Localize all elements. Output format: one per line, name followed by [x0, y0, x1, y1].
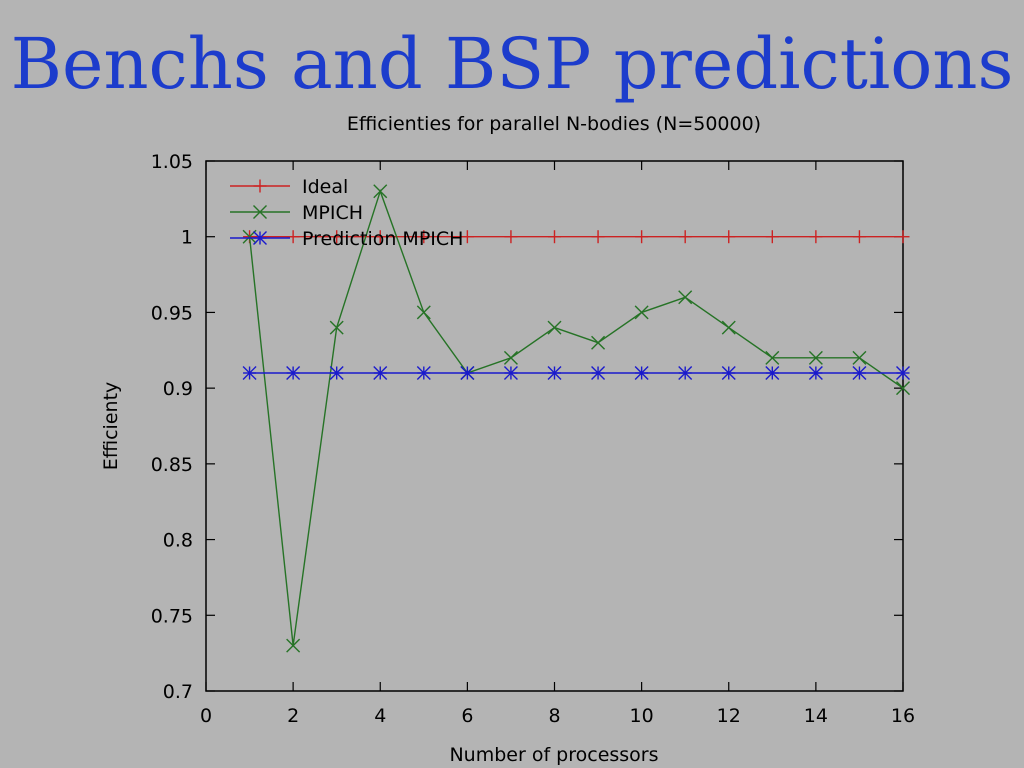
x-tick-label: 6 [461, 705, 473, 727]
data-point [896, 381, 910, 396]
x-tick-label: 14 [804, 705, 828, 727]
data-point [896, 366, 910, 380]
x-tick-label: 4 [374, 705, 386, 727]
data-point [242, 366, 257, 380]
y-tick-label: 0.95 [151, 302, 193, 324]
data-point [722, 230, 736, 244]
data-point [373, 366, 388, 380]
data-point [591, 366, 606, 380]
x-axis: 0 2 4 6 8 10 12 14 16 [200, 161, 915, 727]
y-tick-label: 0.9 [163, 378, 193, 400]
data-point [635, 230, 649, 244]
legend-item: MPICH [230, 202, 363, 224]
data-point [373, 230, 387, 244]
y-tick-label: 0.8 [163, 530, 193, 552]
y-axis-label: Efficienty [100, 382, 122, 471]
series-ideal [243, 230, 910, 244]
data-point [808, 350, 823, 365]
legend: Ideal MPICH Prediction MPICH [230, 176, 463, 250]
data-point [330, 230, 344, 244]
data-point [416, 366, 431, 380]
data-point [329, 366, 344, 380]
data-point [417, 230, 431, 244]
y-tick-label: 0.7 [163, 681, 193, 703]
x-tick-label: 10 [630, 705, 654, 727]
x-axis-label: Number of processors [449, 744, 658, 766]
data-point [765, 366, 780, 380]
data-point [678, 366, 693, 380]
series-line [248, 189, 904, 646]
data-point [808, 366, 823, 380]
data-point [503, 366, 518, 380]
data-point [286, 366, 301, 380]
data-point [253, 231, 267, 245]
data-point [503, 350, 518, 365]
data-point [634, 366, 649, 380]
data-point [286, 638, 301, 653]
x-tick-label: 16 [891, 705, 915, 727]
data-point [852, 366, 867, 380]
data-point [253, 205, 267, 219]
data-point [721, 366, 736, 380]
x-tick-label: 2 [287, 705, 299, 727]
data-point [253, 179, 267, 193]
series-mpich [242, 184, 910, 653]
data-point [765, 350, 780, 365]
data-point [765, 230, 779, 244]
y-tick-label: 1 [181, 227, 193, 249]
data-point [852, 350, 867, 365]
series-prediction-mpich [242, 366, 910, 380]
data-point [504, 230, 518, 244]
data-point [460, 366, 475, 380]
y-tick-label: 0.75 [151, 605, 193, 627]
x-tick-label: 12 [717, 705, 741, 727]
slide-title: Benchs and BSP predictions [10, 23, 1014, 105]
y-tick-label: 0.85 [151, 454, 193, 476]
data-point [678, 230, 692, 244]
data-point [548, 230, 561, 244]
legend-item: Prediction MPICH [230, 228, 463, 250]
x-tick-label: 0 [200, 705, 212, 727]
data-point [809, 230, 823, 244]
data-point [547, 366, 562, 380]
data-point [678, 290, 693, 305]
data-point [852, 230, 866, 244]
series-layer [242, 184, 910, 653]
y-tick-label: 1.05 [151, 151, 193, 173]
data-point [591, 230, 605, 244]
data-point [416, 305, 431, 320]
data-point [286, 230, 300, 244]
legend-label: MPICH [302, 202, 363, 224]
data-point [896, 230, 910, 244]
chart-title: Efficienties for parallel N-bodies (N=50… [347, 113, 761, 135]
data-point [373, 184, 388, 199]
x-tick-label: 8 [548, 705, 560, 727]
data-point [547, 320, 562, 335]
legend-item: Ideal [230, 176, 348, 198]
data-point [460, 230, 474, 244]
data-point [329, 320, 344, 335]
legend-label: Ideal [302, 176, 348, 198]
data-point [721, 320, 736, 335]
legend-label: Prediction MPICH [302, 228, 463, 250]
data-point [634, 305, 649, 320]
y-axis: 0.7 0.75 0.8 0.85 0.9 0.95 1 1.05 [151, 151, 903, 703]
data-point [591, 335, 606, 350]
